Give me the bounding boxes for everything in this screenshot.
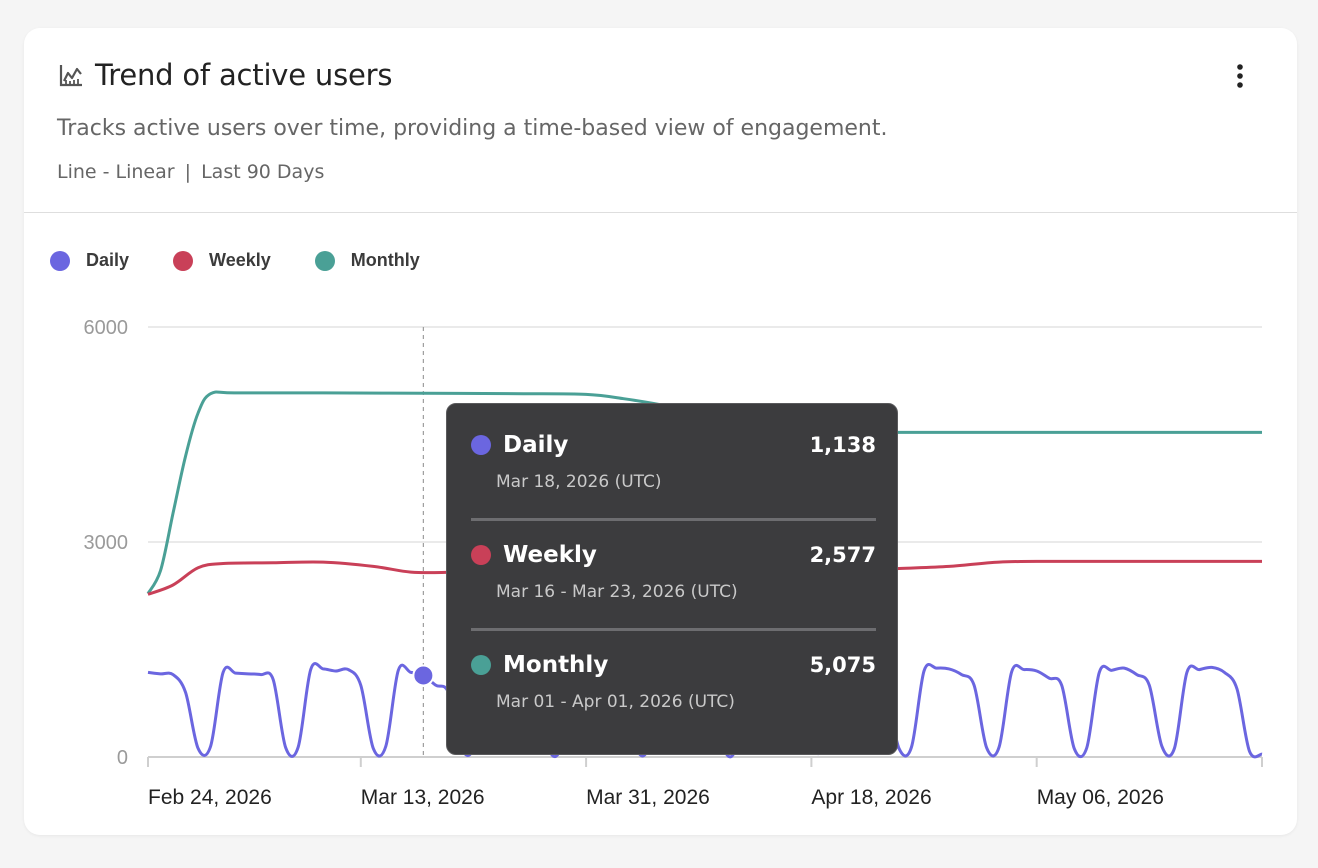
tooltip-dot-weekly xyxy=(471,545,491,565)
tooltip-dot-monthly xyxy=(471,655,491,675)
series-line-monthly xyxy=(146,390,1262,595)
tooltip-name-daily: Daily xyxy=(503,432,569,458)
y-tick-label: 6000 xyxy=(84,317,129,339)
card-header: Trend of active users Tracks active user… xyxy=(24,28,1297,213)
meta-separator: | xyxy=(184,161,192,183)
legend-label-monthly: Monthly xyxy=(350,250,420,270)
tooltip-divider xyxy=(471,518,876,521)
tooltip-date-weekly: Mar 16 - Mar 23, 2026 (UTC) xyxy=(496,582,738,602)
hover-point-daily xyxy=(412,664,435,687)
chart-card: Trend of active users Tracks active user… xyxy=(24,28,1297,835)
chart-legend: Daily Weekly Monthly xyxy=(50,250,464,271)
tooltip-value-monthly: 5,075 xyxy=(809,653,876,677)
tooltip-date-monthly: Mar 01 - Apr 01, 2026 (UTC) xyxy=(496,692,735,712)
legend-dot-monthly xyxy=(314,250,335,271)
card-title: Trend of active users xyxy=(95,58,393,92)
line-chart-icon xyxy=(59,65,82,87)
chart-kind: Line - Linear xyxy=(57,161,175,183)
time-range: Last 90 Days xyxy=(201,161,325,183)
legend-item-daily[interactable]: Daily xyxy=(50,250,129,271)
tooltip-name-weekly: Weekly xyxy=(503,542,597,568)
card-description: Tracks active users over time, providing… xyxy=(57,116,888,141)
x-tick-label: Feb 24, 2026 xyxy=(148,786,272,809)
title-row: Trend of active users xyxy=(57,58,392,92)
legend-label-weekly: Weekly xyxy=(209,250,271,270)
tooltip-value-weekly: 2,577 xyxy=(809,543,876,567)
tooltip-name-monthly: Monthly xyxy=(503,652,609,678)
tooltip-dot-daily xyxy=(471,435,491,455)
y-tick-label: 3000 xyxy=(84,532,129,554)
tooltip-divider xyxy=(471,628,876,631)
tooltip-date-daily: Mar 18, 2026 (UTC) xyxy=(496,472,662,492)
chart-meta: Line - Linear | Last 90 Days xyxy=(57,161,324,183)
y-tick-label: 0 xyxy=(117,747,128,769)
x-tick-label: Apr 18, 2026 xyxy=(811,786,931,809)
tooltip-item-monthly: Monthly 5,075 Mar 01 - Apr 01, 2026 (UTC… xyxy=(471,650,876,712)
legend-dot-weekly xyxy=(173,250,194,271)
tooltip-item-daily: Daily 1,138 Mar 18, 2026 (UTC) xyxy=(471,430,876,492)
tooltip-item-weekly: Weekly 2,577 Mar 16 - Mar 23, 2026 (UTC) xyxy=(471,540,876,602)
chart-tooltip: Daily 1,138 Mar 18, 2026 (UTC) Weekly 2,… xyxy=(446,403,898,755)
more-vertical-icon[interactable] xyxy=(1226,62,1254,90)
legend-dot-daily xyxy=(50,250,70,271)
tooltip-value-daily: 1,138 xyxy=(809,433,876,457)
x-tick-label: Mar 31, 2026 xyxy=(586,786,710,809)
x-tick-label: Mar 13, 2026 xyxy=(361,786,485,809)
x-tick-label: May 06, 2026 xyxy=(1037,786,1164,809)
legend-item-monthly[interactable]: Monthly xyxy=(314,250,420,271)
legend-label-daily: Daily xyxy=(86,250,130,270)
legend-item-weekly[interactable]: Weekly xyxy=(173,250,271,271)
